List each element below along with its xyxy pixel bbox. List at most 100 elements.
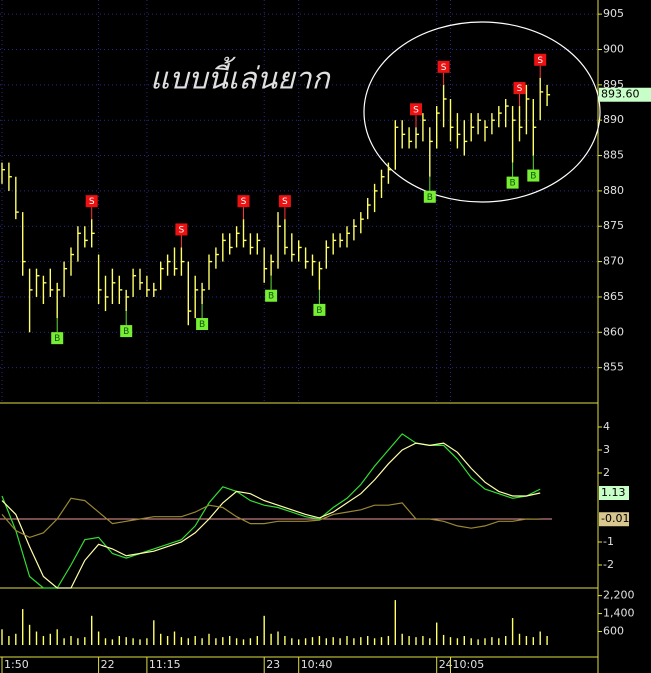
current-value-box <box>599 486 629 501</box>
signal-label: S <box>517 84 523 94</box>
volume-bar <box>118 636 120 645</box>
signal-label: S <box>241 197 247 207</box>
volume-bar <box>284 636 286 645</box>
volume-bar <box>256 636 258 645</box>
volume-bar <box>477 639 479 645</box>
y-tick-label: 2,200 <box>603 589 635 602</box>
current-value-label: 1.13 <box>601 486 626 499</box>
x-tick-label: 1:50 <box>4 658 29 671</box>
volume-bar <box>132 638 134 645</box>
x-tick-label: 10:05 <box>453 658 485 671</box>
volume-bar <box>484 638 486 645</box>
volume-bar <box>146 638 148 645</box>
volume-bar <box>339 638 341 645</box>
volume-bar <box>77 638 79 645</box>
volume-bar <box>153 620 155 645</box>
signal-label: S <box>537 56 543 66</box>
volume-bar <box>242 639 245 645</box>
volume-bar <box>49 633 51 645</box>
volume-bar <box>277 631 279 645</box>
volume-bar <box>546 636 548 645</box>
y-tick-label: 600 <box>603 625 624 638</box>
volume-bar <box>442 634 445 645</box>
signal-label: B <box>123 327 129 337</box>
signal-marker <box>237 195 250 208</box>
y-tick-label: 880 <box>603 184 624 197</box>
signal-marker <box>85 195 98 208</box>
current-price-label: 893.60 <box>601 88 640 101</box>
volume-bar <box>491 637 493 645</box>
volume-bar <box>470 638 472 645</box>
volume-bar <box>160 633 162 645</box>
volume-bar <box>70 636 72 645</box>
y-tick-label: 1,400 <box>603 607 635 620</box>
signal-label: B <box>427 193 433 203</box>
volume-bar <box>436 622 438 645</box>
volume-bar <box>15 633 17 645</box>
y-tick-label: 895 <box>603 78 624 91</box>
signal-marker <box>423 190 436 203</box>
volume-bar <box>408 636 410 645</box>
volume-bar <box>1 629 3 645</box>
y-tick-label: 885 <box>603 149 624 162</box>
signal-marker <box>506 176 519 189</box>
volume-bar <box>463 636 465 645</box>
volume-bar <box>263 615 265 645</box>
volume-bar <box>194 636 196 645</box>
y-tick-label: 865 <box>603 290 624 303</box>
volume-bar <box>518 633 521 645</box>
volume-bar <box>22 609 24 645</box>
y-tick-label: 890 <box>603 113 624 126</box>
volume-bar <box>498 638 500 645</box>
current-price-box <box>599 87 651 102</box>
signal-marker <box>196 318 209 331</box>
volume-bar <box>311 637 314 645</box>
volume-bar <box>353 638 355 645</box>
volume-bar <box>394 600 396 645</box>
x-tick-label: 10:40 <box>301 658 333 671</box>
x-tick-label: 11:15 <box>149 658 181 671</box>
volume-bar <box>187 638 189 645</box>
signal-marker <box>527 169 540 182</box>
volume-bar <box>111 639 114 645</box>
signal-label: B <box>510 179 516 189</box>
volume-bar <box>97 631 100 645</box>
volume-bar <box>291 638 293 645</box>
signal-label: B <box>316 306 322 316</box>
volume-bar <box>84 637 86 645</box>
volume-bar <box>91 615 93 645</box>
volume-bar <box>525 636 528 645</box>
y-tick-label: 900 <box>603 42 624 55</box>
signal-label: S <box>89 197 95 207</box>
volume-bar <box>422 636 424 645</box>
signal-label: S <box>413 105 419 115</box>
signal-marker <box>513 82 526 95</box>
y-tick-label: -1 <box>603 535 614 548</box>
volume-bar <box>208 633 210 645</box>
volume-bar <box>332 637 334 645</box>
signal-marker <box>120 325 133 338</box>
volume-bar <box>270 633 272 645</box>
volume-bar <box>505 636 507 645</box>
signal-marker <box>175 223 188 236</box>
indicator-line <box>1 442 541 589</box>
volume-bar <box>318 636 321 645</box>
signal-marker <box>51 332 64 345</box>
y-tick-label: 2 <box>603 466 610 479</box>
y-tick-label: 3 <box>603 443 610 456</box>
volume-bar <box>415 637 417 645</box>
volume-bar <box>325 638 327 645</box>
volume-bar <box>235 638 238 645</box>
y-tick-label: 870 <box>603 255 624 268</box>
volume-bar <box>42 636 45 645</box>
volume-bar <box>304 638 307 645</box>
volume-bar <box>387 636 390 645</box>
x-tick-label: 24 <box>439 658 453 671</box>
signal-label: B <box>199 320 205 330</box>
indicator-line <box>1 497 541 539</box>
volume-bar <box>380 637 383 645</box>
volume-bar <box>139 639 141 645</box>
volume-bar <box>35 631 38 645</box>
